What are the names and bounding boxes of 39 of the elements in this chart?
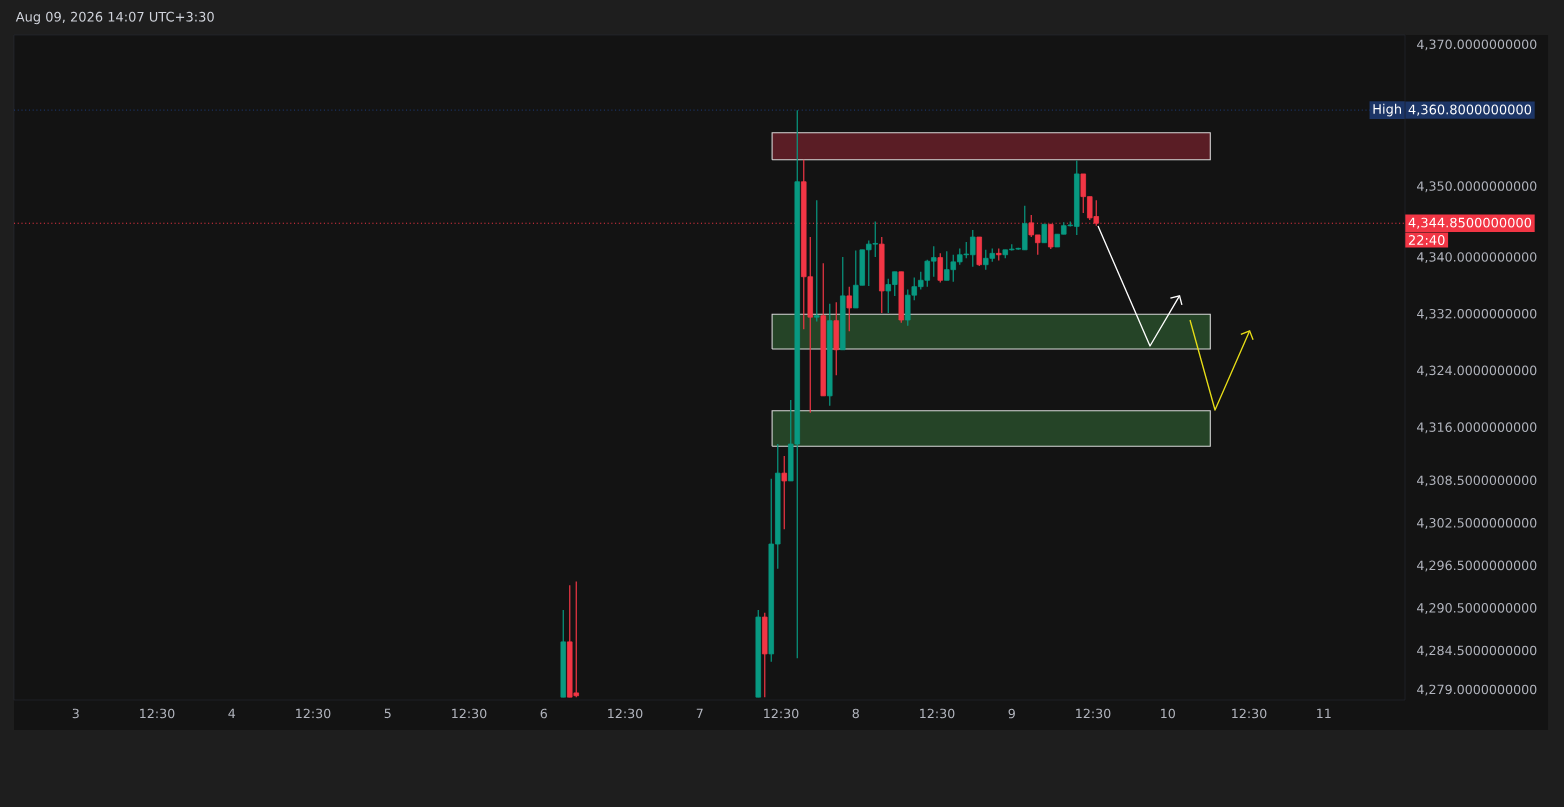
y-tick-label: 4,324.0000000000	[1417, 365, 1537, 377]
x-tick-label: 10	[1161, 708, 1175, 719]
x-tick-label: 12:30	[1076, 708, 1111, 719]
y-tick-label: 4,290.5000000000	[1417, 603, 1537, 614]
x-tick-label: 11	[1317, 708, 1331, 718]
y-tick-label: 4,332.0000000000	[1417, 308, 1537, 320]
y-tick-label: 4,316.0000000000	[1417, 422, 1537, 434]
x-tick-label: 12:30	[452, 708, 487, 719]
y-tick-label: 4,296.5000000000	[1417, 560, 1537, 572]
ref-line-label: 4,344.8500000000	[1408, 217, 1532, 229]
candlestick	[814, 199, 820, 323]
candlestick	[1041, 223, 1048, 244]
x-tick-label: 9	[1008, 708, 1015, 719]
x-tick-label: 7	[696, 708, 703, 718]
chart-title: Aug 09, 2026 14:07 UTC+3:30	[15, 11, 214, 25]
x-tick-label: 12:30	[920, 708, 955, 719]
y-tick-label: 4,308.5000000000	[1417, 475, 1537, 487]
x-tick-label: 5	[384, 708, 391, 719]
annotation: High	[1373, 103, 1401, 117]
x-tick-label: 6	[540, 708, 547, 719]
y-tick-label: 4,350.0000000000	[1417, 181, 1537, 193]
y-tick-label: 4,340.0000000000	[1417, 252, 1537, 264]
candlestick	[781, 455, 787, 530]
x-tick-label: 12:30	[296, 708, 331, 719]
ref-line-label: 4,360.8000000000	[1408, 104, 1532, 116]
x-tick-label: 8	[852, 708, 859, 719]
text: 22:40	[1408, 235, 1445, 245]
x-tick-label: 12:30	[608, 708, 643, 719]
x-tick-label: 12:30	[1232, 708, 1267, 719]
x-tick-label: 4	[228, 708, 236, 718]
y-tick-label: 4,284.5000000000	[1417, 645, 1537, 657]
y-tick-label: 4,302.5000000000	[1417, 518, 1537, 529]
x-tick-label: 3	[72, 708, 79, 719]
x-tick-label: 12:30	[140, 708, 175, 719]
candlestick	[937, 252, 943, 284]
y-tick-label: 4,279.0000000000	[1417, 684, 1537, 696]
candlestick	[846, 286, 852, 332]
x-tick-label: 12:30	[764, 708, 799, 719]
y-tick-label: 4,370.0000000000	[1417, 39, 1537, 51]
